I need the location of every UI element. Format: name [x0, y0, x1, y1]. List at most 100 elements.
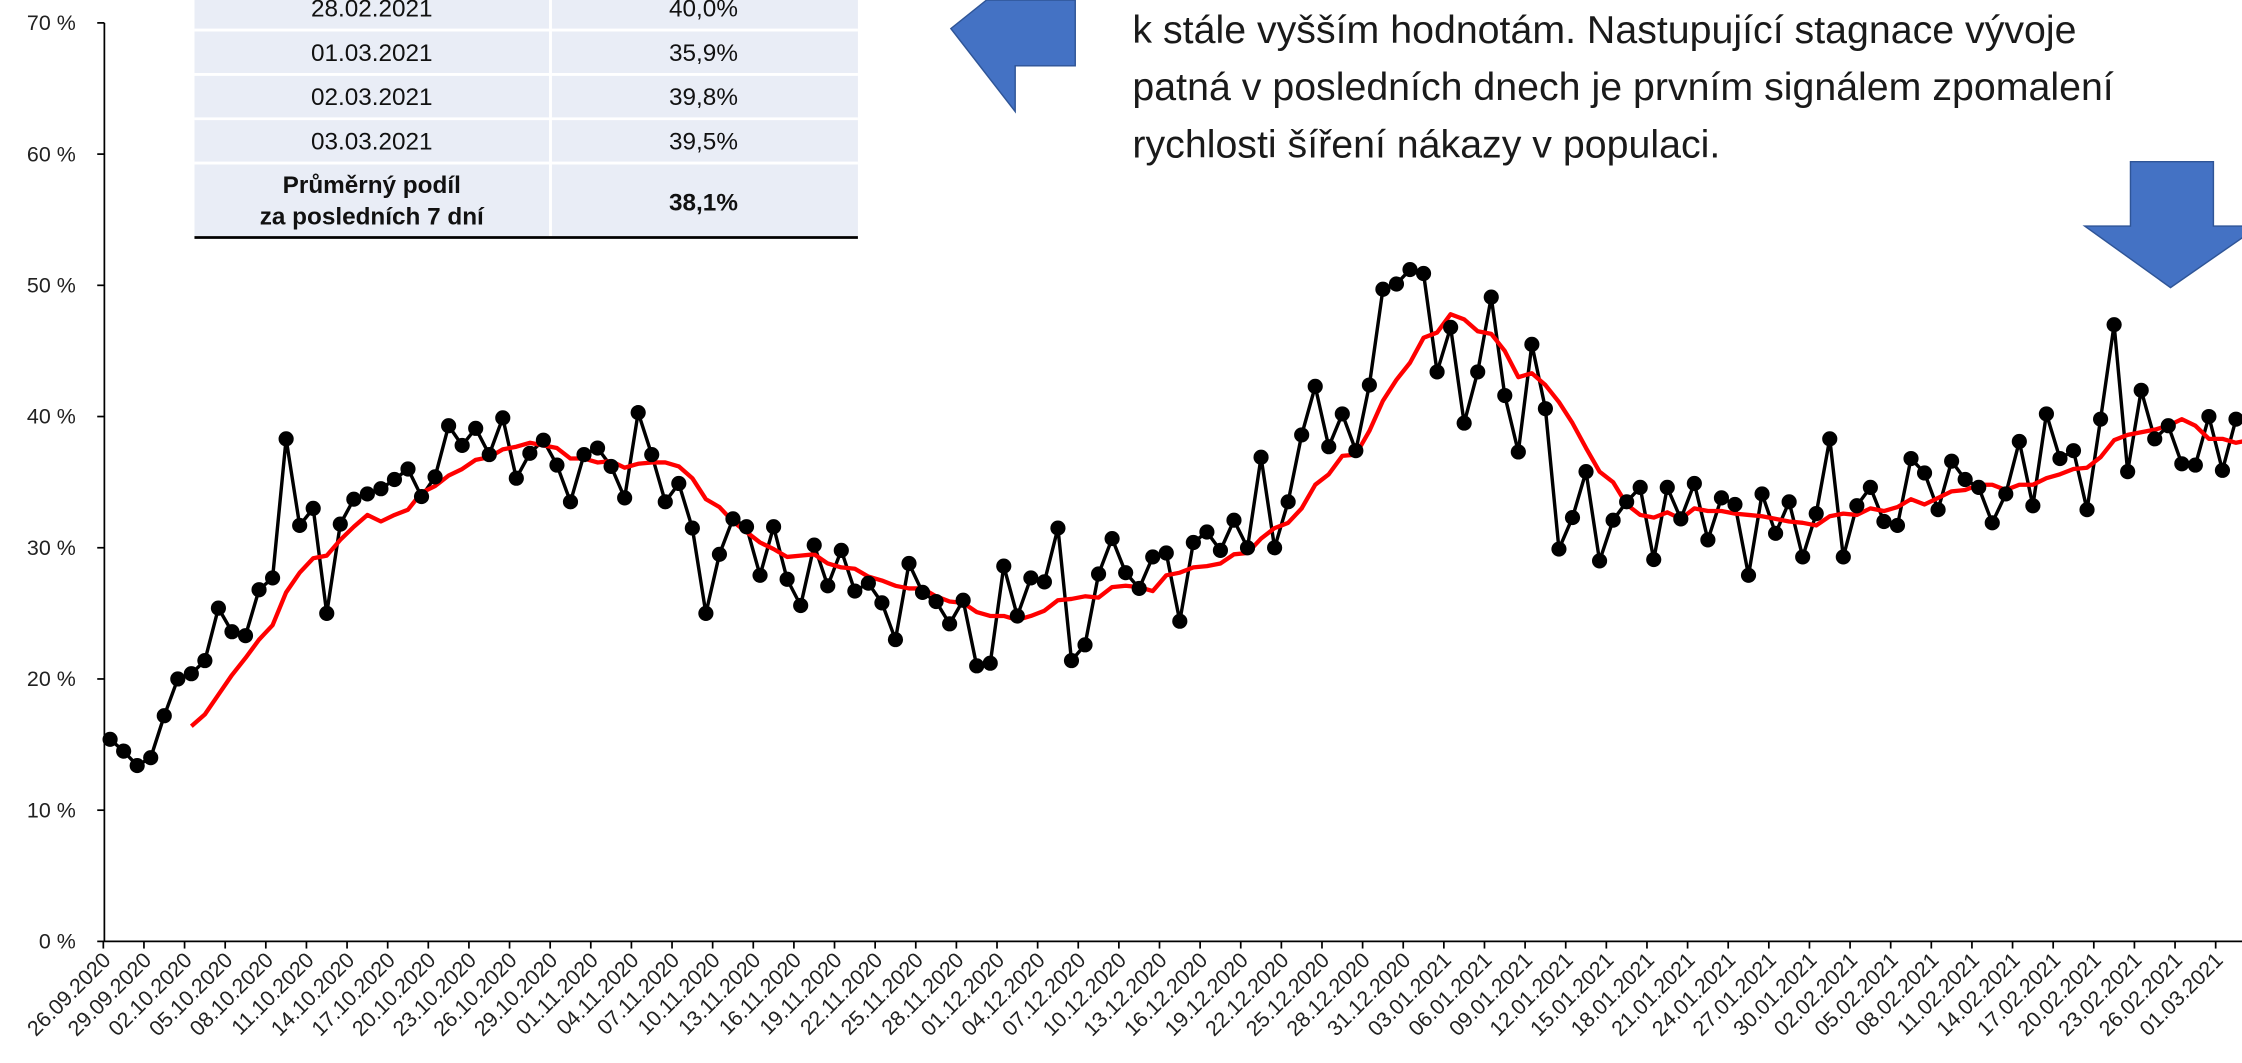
data-point [1673, 511, 1689, 527]
data-point [1524, 336, 1540, 352]
data-point [1998, 486, 2014, 502]
data-point [359, 486, 375, 502]
data-point [143, 750, 159, 766]
data-point [1754, 486, 1770, 502]
y-tick-label: 0 % [39, 930, 76, 954]
data-point [2228, 411, 2242, 427]
data-point [1713, 490, 1730, 506]
data-point [1930, 502, 1946, 518]
data-point [955, 592, 971, 608]
y-tick-label: 30 % [27, 536, 76, 560]
data-point [1253, 449, 1269, 465]
data-point [1267, 540, 1283, 556]
data-point [1348, 443, 1364, 459]
data-point [386, 471, 403, 488]
data-point [2052, 450, 2068, 467]
data-point [1158, 545, 1174, 561]
data-point [1104, 530, 1120, 547]
data-point [1077, 637, 1093, 653]
data-point [562, 494, 579, 510]
data-point [2133, 382, 2149, 398]
data-point [319, 605, 335, 621]
data-point [1307, 378, 1323, 394]
y-tick-label: 70 % [27, 11, 76, 35]
data-point [1916, 465, 1933, 481]
table-cell: 28.02.2021 [311, 0, 433, 22]
arrows [949, 0, 2242, 289]
data-point [2092, 411, 2109, 427]
data-point [468, 420, 484, 436]
data-point [2201, 408, 2217, 425]
data-point [1294, 427, 1310, 443]
data-point [1984, 515, 2000, 531]
data-point [346, 491, 362, 507]
data-point [292, 517, 308, 534]
table-cell: 01.03.2021 [311, 40, 433, 67]
data-point [820, 578, 836, 594]
data-point [1889, 517, 1906, 534]
data-point [413, 488, 430, 505]
data-point [1483, 289, 1499, 305]
data-point [1795, 549, 1811, 565]
data-point [2106, 317, 2122, 333]
data-point [1185, 534, 1201, 551]
data-point [1632, 479, 1648, 495]
data-point [1280, 494, 1296, 510]
data-point [982, 655, 998, 671]
data-point [210, 600, 227, 616]
data-point [793, 597, 809, 614]
data-point [2025, 498, 2041, 514]
data-point [914, 584, 931, 600]
data-point [2160, 418, 2176, 434]
data-point [305, 500, 321, 516]
y-tick-label: 50 % [27, 273, 76, 297]
data-point [197, 653, 213, 669]
data-point [2038, 406, 2054, 422]
data-point [711, 546, 728, 562]
data-point [1781, 494, 1797, 510]
data-point [237, 628, 254, 644]
data-point [1145, 549, 1161, 565]
data-point [996, 558, 1012, 574]
data-point [684, 520, 700, 536]
data-point [617, 490, 633, 506]
data-point [847, 583, 863, 599]
data-point [1808, 506, 1824, 522]
data-point [1510, 444, 1526, 460]
data-point [1849, 498, 1865, 514]
data-point [1239, 540, 1256, 556]
data-point [1172, 613, 1188, 629]
data-point [265, 570, 281, 586]
data-point [1591, 553, 1608, 569]
data-point [1118, 565, 1134, 581]
data-point [806, 537, 822, 553]
annotation-line: rychlosti šíření nákazy v populaci. [1132, 122, 1720, 166]
data-point [833, 542, 849, 558]
data-point [698, 605, 714, 621]
data-point [1456, 415, 1472, 431]
data-point [1375, 281, 1391, 297]
down-arrow [2082, 160, 2242, 289]
data-point [1334, 406, 1350, 422]
summary-table: 28.02.2021 40,0% 01.03.2021 35,9% 02.03.2021… [194, 0, 858, 239]
data-point [116, 743, 132, 759]
data-point [1876, 513, 1892, 530]
data-point [441, 418, 457, 434]
data-point [1957, 471, 1973, 488]
data-point [522, 445, 538, 461]
annotation-line: patná v posledních dnech je prvním signá… [1132, 65, 2113, 109]
data-point [671, 475, 687, 492]
data-point [102, 731, 118, 747]
data-point [2187, 457, 2203, 473]
data-point [1429, 364, 1445, 380]
table-footer-label: za posledních 7 dní [260, 204, 485, 231]
data-point [1388, 276, 1405, 292]
data-point [1727, 496, 1743, 513]
data-point [2065, 443, 2082, 459]
data-point [224, 624, 240, 640]
data-point [1402, 261, 1418, 278]
data-point [766, 519, 782, 535]
data-point [779, 571, 795, 587]
data-point [481, 447, 497, 463]
